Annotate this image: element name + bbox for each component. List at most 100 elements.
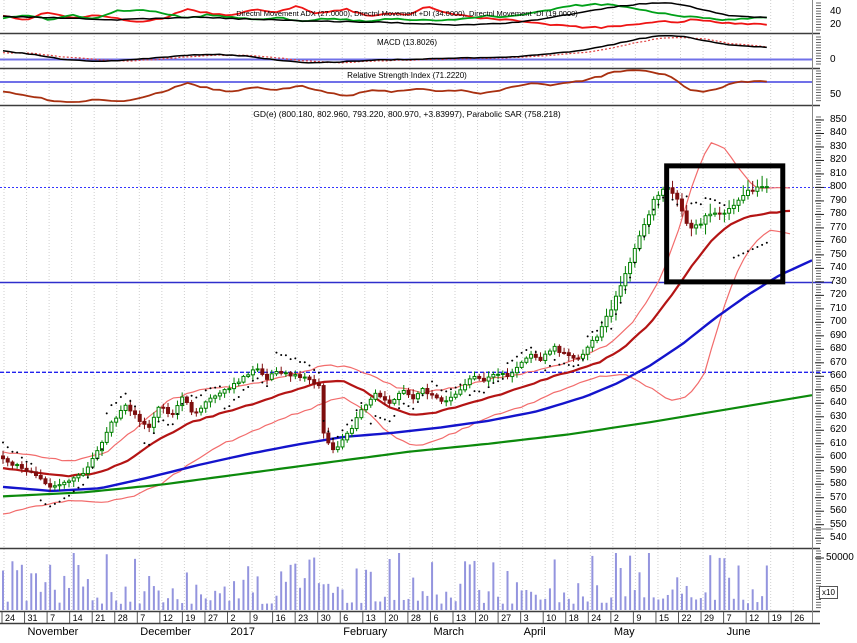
x-tick-label: 29: [704, 612, 715, 623]
x-tick-label: 3: [523, 612, 529, 623]
volume-bar: [209, 600, 212, 610]
candle-body: [142, 420, 147, 425]
sar-dot: [101, 448, 104, 451]
sar-dot: [129, 400, 132, 403]
candle-body: [114, 417, 119, 423]
volume-bar: [553, 559, 556, 610]
x-tick-label: 28: [117, 612, 128, 623]
candle-body: [378, 392, 383, 398]
sar-dot: [643, 235, 646, 238]
candle-body: [571, 355, 576, 359]
x-tick-label: 2: [230, 612, 236, 623]
volume-bar: [171, 588, 174, 610]
x-tick-label: 22: [681, 612, 692, 623]
plus-di-line: [2, 2, 767, 23]
sar-dot: [596, 329, 599, 332]
candle-body: [288, 372, 293, 377]
candle-body: [184, 396, 189, 403]
volume-bar: [20, 564, 23, 610]
sar-dot: [652, 208, 655, 211]
sar-dot: [134, 405, 137, 408]
candle-body: [213, 395, 218, 399]
volume-bar: [416, 600, 419, 610]
volume-bar: [581, 596, 584, 610]
candle-body: [453, 393, 458, 398]
volume-bar: [676, 577, 679, 610]
volume-bar: [572, 603, 575, 610]
price-scale-label: 810: [830, 167, 847, 179]
volume-bar: [2, 570, 4, 610]
sar-dot: [756, 245, 759, 248]
sar-dot: [204, 389, 207, 392]
candle-body: [708, 213, 713, 217]
adx-panel-label: Directnl Movement ADX (27.0000), Directn…: [236, 9, 578, 18]
volume-bar: [105, 554, 108, 610]
candle-body: [585, 346, 590, 355]
sar-dot: [662, 196, 665, 199]
volume-bar: [275, 595, 278, 610]
sar-dot: [633, 261, 636, 264]
sar-dot: [520, 351, 523, 354]
volume-bar: [421, 591, 424, 610]
x-tick-label: 7: [140, 612, 146, 623]
candle-body: [420, 388, 425, 395]
x-tick-label: 21: [95, 612, 106, 623]
candle-body: [189, 401, 194, 413]
price-scale-label: 600: [830, 451, 847, 463]
volume-bar: [506, 571, 509, 610]
candle-body: [1, 455, 5, 460]
volume-bar: [204, 598, 207, 610]
candle-body: [736, 199, 741, 206]
volume-bar: [63, 575, 66, 610]
price-scale-label: 770: [830, 221, 847, 233]
candle-body: [62, 481, 67, 486]
candle-body: [529, 353, 534, 359]
sar-dot: [482, 391, 485, 394]
candle-body: [760, 186, 765, 189]
volume-bar: [11, 561, 14, 610]
volume-bar: [567, 598, 570, 610]
rsi-panel-label: Relative Strength Index (71.2220): [347, 71, 467, 80]
sar-dot: [77, 486, 80, 489]
volume-bar: [181, 603, 184, 610]
price-scale-label: 700: [830, 316, 847, 328]
volume-bar: [369, 571, 372, 610]
volume-bar: [704, 592, 707, 610]
volume-bar: [699, 598, 702, 610]
sar-dot: [68, 494, 71, 497]
volume-bar: [30, 573, 33, 610]
volume-bar: [723, 558, 726, 610]
volume-bar: [619, 568, 622, 610]
candle-body: [246, 374, 251, 377]
candle-body: [477, 375, 482, 379]
candle-body: [510, 372, 515, 378]
sar-dot: [468, 394, 471, 397]
volume-bar: [685, 585, 688, 610]
volume-bar: [464, 561, 467, 610]
sar-dot: [718, 202, 721, 205]
volume-bar: [233, 581, 236, 610]
parabolic-sar-dots: [2, 194, 768, 508]
sar-dot: [143, 442, 146, 445]
candle-body: [500, 372, 505, 375]
x-tick-label: 6: [433, 612, 439, 623]
volume-bar: [167, 598, 170, 610]
candle-body: [755, 186, 760, 192]
volume-bar: [101, 603, 104, 610]
volume-bar: [511, 603, 514, 610]
candle-body: [194, 411, 199, 414]
candle-body: [312, 379, 317, 385]
candle-body: [166, 407, 171, 414]
sar-dot: [577, 364, 580, 367]
volume-bar: [497, 596, 500, 610]
sar-dot: [398, 407, 401, 410]
bollinger-lower-line: [2, 229, 791, 515]
volume-bar: [44, 582, 47, 610]
candle-body: [448, 396, 453, 402]
candle-body: [255, 368, 260, 371]
candle-body: [217, 392, 222, 397]
volume-bar: [454, 601, 457, 610]
candle-body: [15, 464, 20, 467]
sar-dot: [407, 405, 410, 408]
